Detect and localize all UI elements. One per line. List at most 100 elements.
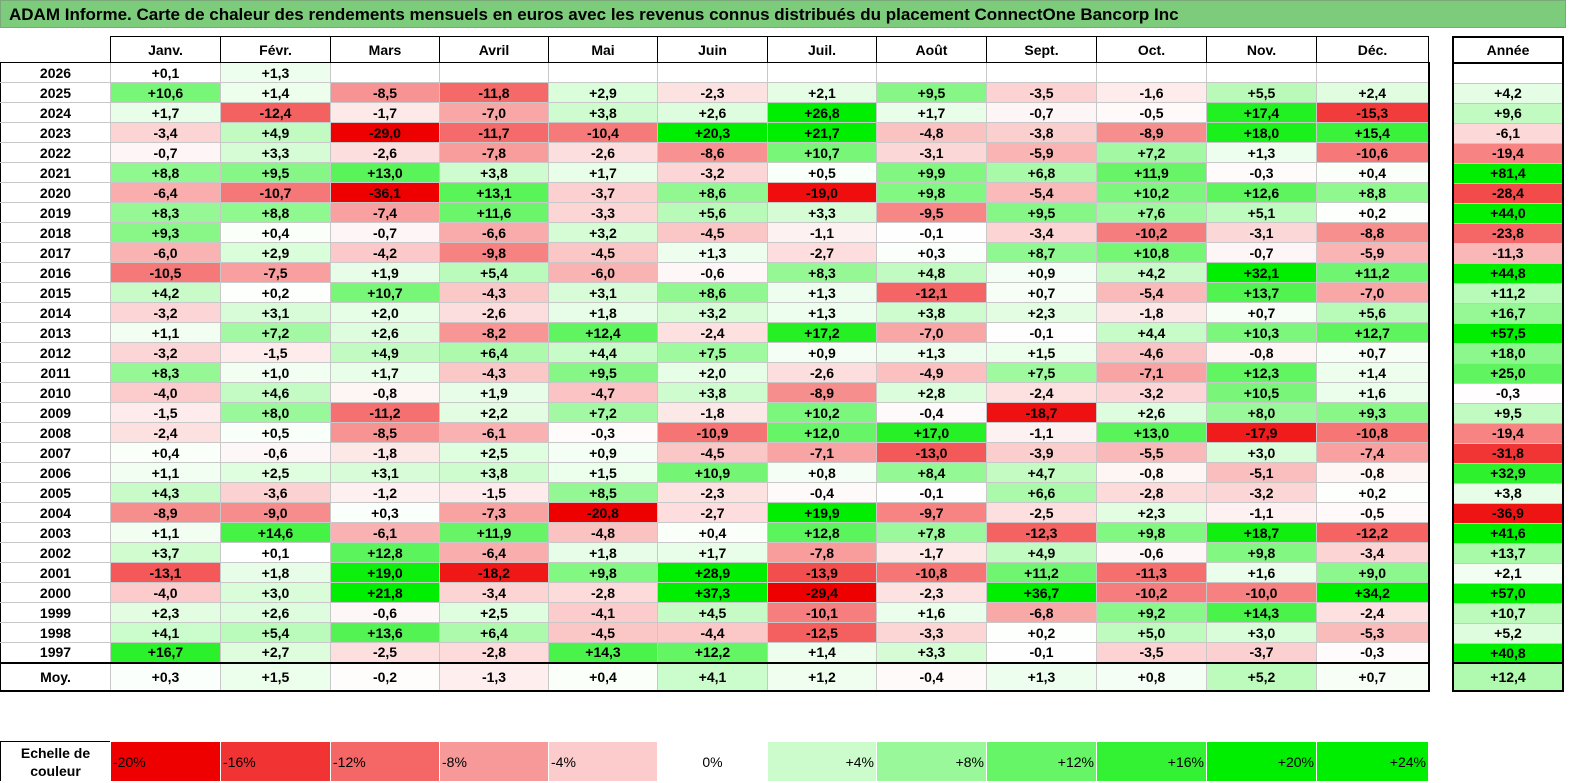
heatmap-cell: +3,0 — [220, 582, 331, 603]
heatmap-cell: +20,3 — [657, 122, 768, 143]
heatmap-cell: +0,5 — [220, 422, 331, 443]
heatmap-cell: +13,7 — [1206, 282, 1317, 303]
heatmap-cell: -12,4 — [220, 102, 331, 123]
heatmap-cell: +5,4 — [439, 262, 549, 283]
heatmap-grid: Janv. Févr. Mars Avril Mai Juin Juil. Août Sept.… — [0, 36, 1430, 692]
heatmap-cell: -1,7 — [876, 542, 987, 563]
heatmap-cell: +8,7 — [986, 242, 1097, 263]
heatmap-cell: +13,0 — [330, 162, 440, 183]
heatmap-cell: +0,4 — [110, 442, 221, 463]
year-label: 2005 — [0, 482, 111, 503]
heatmap-cell: -1,8 — [1096, 302, 1207, 323]
heatmap-cell: +1,6 — [876, 602, 987, 623]
heatmap-cell: +3,2 — [657, 302, 768, 323]
month-header-row: Janv. Févr. Mars Avril Mai Juin Juil. Août Sept.… — [0, 36, 1429, 63]
year-label: 2013 — [0, 322, 111, 343]
heatmap-cell: +2,3 — [110, 602, 221, 623]
annual-cell: -19,4 — [1452, 142, 1564, 164]
heatmap-cell — [767, 62, 877, 83]
heatmap-cell: +14,3 — [1206, 602, 1317, 623]
year-row: 2022 -0,7 +3,3 -2,6 -7,8 -2,6 -8,6 +10,7 -3,1 -5,… — [0, 142, 1430, 163]
year-row: 2023 -3,4 +4,9 -29,0 -11,7 -10,4 +20,3 +21,7 -4,… — [0, 122, 1430, 143]
heatmap-cell: -1,6 — [1096, 82, 1207, 103]
year-row: 2009 -1,5 +8,0 -11,2 +2,2 +7,2 -1,8 +10,2 -0,4 -1… — [0, 402, 1430, 423]
heatmap-cell: -18,7 — [986, 402, 1097, 423]
year-label: 2026 — [0, 62, 111, 83]
year-label: 2001 — [0, 562, 111, 583]
heatmap-cell: +9,8 — [876, 182, 987, 203]
heatmap-cell: +4,2 — [1096, 262, 1207, 283]
heatmap-cell: -4,6 — [1096, 342, 1207, 363]
year-row: 2025 +10,6 +1,4 -8,5 -11,8 +2,9 -2,3 +2,1 +9,5 -3… — [0, 82, 1430, 103]
heatmap-cell: -0,1 — [986, 322, 1097, 343]
heatmap-cell: -0,6 — [1096, 542, 1207, 563]
heatmap-cell: +9,3 — [1316, 402, 1430, 423]
annual-cell: +44,0 — [1452, 202, 1564, 224]
heatmap-cell: +4,8 — [876, 262, 987, 283]
heatmap-cell: +3,1 — [330, 462, 440, 483]
year-row: 1999 +2,3 +2,6 -0,6 +2,5 -4,1 +4,5 -10,1 +1,6 -6,… — [0, 602, 1430, 623]
annual-cell: +25,0 — [1452, 362, 1564, 384]
heatmap-cell: -5,5 — [1096, 442, 1207, 463]
heatmap-cell: +2,6 — [657, 102, 768, 123]
heatmap-cell: -0,1 — [876, 222, 987, 243]
year-row: 2013 +1,1 +7,2 +2,6 -8,2 +12,4 -2,4 +17,2 -7,0 -0… — [0, 322, 1430, 343]
heatmap-cell: +1,1 — [110, 462, 221, 483]
heatmap-cell: -7,4 — [1316, 442, 1430, 463]
heatmap-cell: +5,5 — [1206, 82, 1317, 103]
heatmap-cell: -7,5 — [220, 262, 331, 283]
heatmap-cell: -10,2 — [1096, 222, 1207, 243]
year-row: 2024 +1,7 -12,4 -1,7 -7,0 +3,8 +2,6 +26,8 +1,7 -0… — [0, 102, 1430, 123]
heatmap-cell: +5,6 — [1316, 302, 1430, 323]
heatmap-cell — [1206, 62, 1317, 83]
heatmap-cell: +8,4 — [876, 462, 987, 483]
year-row: 2026 +0,1 +1,3 — [0, 62, 1430, 83]
heatmap-cell: -6,8 — [986, 602, 1097, 623]
heatmap-cell: -3,3 — [548, 202, 658, 223]
heatmap-cell: +8,0 — [220, 402, 331, 423]
heatmap-cell: +4,7 — [986, 462, 1097, 483]
heatmap-cell: +12,2 — [657, 642, 768, 663]
heatmap-cell: -1,1 — [767, 222, 877, 243]
heatmap-cell: +12,6 — [1206, 182, 1317, 203]
heatmap-cell: -2,6 — [767, 362, 877, 383]
year-label: 2010 — [0, 382, 111, 403]
heatmap-cell: +12,0 — [767, 422, 877, 443]
heatmap-cell: +1,8 — [220, 562, 331, 583]
heatmap-cell: -1,8 — [657, 402, 768, 423]
header-corner — [0, 36, 111, 63]
heatmap-cell: +0,2 — [1316, 202, 1430, 223]
heatmap-cell: +8,3 — [110, 362, 221, 383]
heatmap-cell: -8,9 — [767, 382, 877, 403]
heatmap-cell: +0,3 — [330, 502, 440, 523]
heatmap-cell: -0,8 — [330, 382, 440, 403]
heatmap-cell: +4,5 — [657, 602, 768, 623]
heatmap-cell: -3,6 — [220, 482, 331, 503]
heatmap-cell: -1,7 — [330, 102, 440, 123]
heatmap-cell: +1,5 — [986, 342, 1097, 363]
heatmap-cell: -11,7 — [439, 122, 549, 143]
year-label: 2006 — [0, 462, 111, 483]
average-annual-cell: +12,4 — [1452, 662, 1564, 692]
year-row: 1998 +4,1 +5,4 +13,6 +6,4 -4,5 -4,4 -12,5 -3,3 +0… — [0, 622, 1430, 643]
heatmap-cell: -4,5 — [548, 242, 658, 263]
heatmap-cell: +0,9 — [548, 442, 658, 463]
month-header-8: Août — [876, 36, 987, 63]
annual-cell: -31,8 — [1452, 442, 1564, 464]
heatmap-cell: -11,3 — [1096, 562, 1207, 583]
heatmap-cell: +4,9 — [220, 122, 331, 143]
heatmap-cell: +10,9 — [657, 462, 768, 483]
heatmap-cell: +17,0 — [876, 422, 987, 443]
heatmap-cell — [876, 62, 987, 83]
heatmap-cell: +3,8 — [876, 302, 987, 323]
annual-cell: +18,0 — [1452, 342, 1564, 364]
heatmap-cell: +34,2 — [1316, 582, 1430, 603]
heatmap-cell: +10,7 — [767, 142, 877, 163]
year-row: 2005 +4,3 -3,6 -1,2 -1,5 +8,5 -2,3 -0,4 -0,1 +6,6… — [0, 482, 1430, 503]
heatmap-cell: +21,8 — [330, 582, 440, 603]
color-scale-swatch: +4% — [767, 741, 877, 782]
heatmap-cell: -0,4 — [876, 402, 987, 423]
year-row: 2012 -3,2 -1,5 +4,9 +6,4 +4,4 +7,5 +0,9 +1,3 +1,5… — [0, 342, 1430, 363]
annual-cell: +32,9 — [1452, 462, 1564, 484]
heatmap-cell: -9,5 — [876, 202, 987, 223]
